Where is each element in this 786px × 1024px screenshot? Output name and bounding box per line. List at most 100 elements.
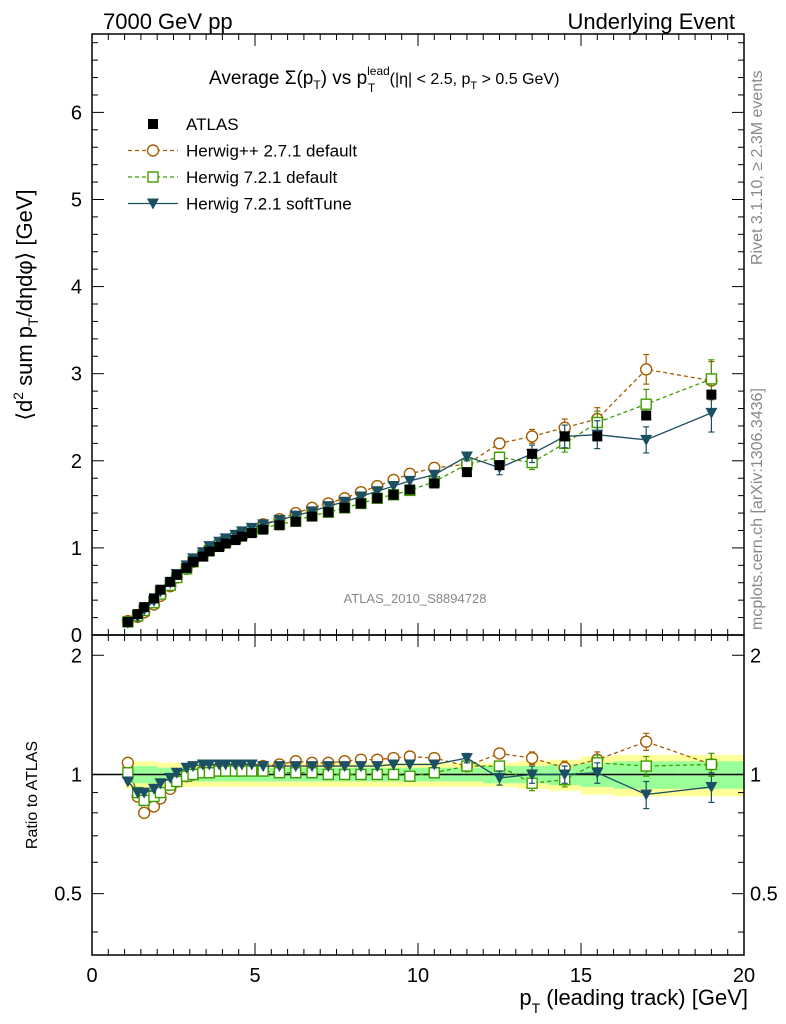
ratio-herwig-7-2-1-softtune-point	[403, 759, 416, 771]
ratio-herwig-7-2-1-softtune-point	[235, 759, 248, 771]
ratio-herwig-7-2-1-softtune-point	[640, 789, 653, 801]
main-ytick-label: 6	[71, 102, 82, 124]
main-atlas-point	[165, 576, 176, 587]
ratio-herwig-7-2-1-default-point	[404, 770, 416, 782]
main-ylabel-sup: 2	[10, 392, 26, 400]
mcplots-label: mcplots.cern.ch [arXiv:1306.3436]	[749, 388, 766, 630]
ratio-ytick-label: 1	[71, 764, 82, 786]
main-atlas-point	[139, 602, 150, 613]
x-tick-label: 0	[86, 965, 97, 987]
ratio-herwig-2-7-1-default-point	[525, 751, 539, 765]
ratio-herwig-7-2-1-softtune-point	[257, 761, 270, 773]
main-atlas-point	[559, 431, 570, 442]
main-atlas-point	[155, 584, 166, 595]
main-herwig-2-7-1-default-point	[493, 437, 506, 450]
ratio-herwig-2-7-1-default-point	[121, 756, 135, 770]
main-atlas-point	[339, 502, 350, 513]
main-herwig-2-7-1-default-point	[525, 430, 539, 443]
main-atlas-point	[527, 448, 538, 459]
main-atlas-point	[236, 531, 247, 542]
main-atlas-point	[246, 528, 257, 539]
analysis-watermark: ATLAS_2010_S8894728	[344, 591, 487, 606]
ratio-ytick-label-right: 0.5	[750, 884, 778, 906]
main-ytick-label: 3	[71, 364, 82, 386]
ratio-herwig-2-7-1-default-point	[493, 747, 506, 760]
main-atlas-point	[122, 616, 133, 627]
ratio-herwig-7-2-1-softtune-point	[526, 769, 539, 781]
ratio-herwig-7-2-1-softtune-point	[558, 769, 571, 781]
main-atlas-point	[132, 609, 143, 620]
main-atlas-point	[388, 489, 399, 500]
main-herwig-7-2-1-softtune-point	[322, 501, 335, 513]
ratio-herwig-7-2-1-softtune-point	[187, 761, 200, 773]
main-atlas-point	[706, 389, 717, 400]
ratio-ytick-label: 0.5	[54, 884, 82, 906]
main-herwig-7-2-1-softtune-point	[460, 451, 473, 463]
ratio-herwig-7-2-1-softtune-point	[289, 761, 302, 773]
ratio-herwig-7-2-1-softtune-point	[493, 772, 506, 784]
main-atlas-point	[307, 511, 318, 522]
legend-herwig-7-2-1-default-marker	[147, 171, 159, 183]
ratio-herwig-7-2-1-softtune-point	[170, 767, 183, 779]
main-atlas-point	[494, 460, 505, 471]
rivet-label: Rivet 3.1.10, ≥ 2.3M events	[749, 70, 766, 265]
title-mid: ) vs p	[321, 68, 367, 89]
main-atlas-point	[429, 478, 440, 489]
main-ylabel-c: /dηdφ⟩ [GeV]	[12, 189, 37, 317]
main-atlas-point	[230, 535, 241, 546]
main-ytick-label: 2	[71, 451, 82, 473]
main-atlas-point	[592, 431, 603, 442]
main-herwig-7-2-1-softtune-point	[705, 407, 718, 419]
ratio-panel: 0 5 10 15 20 0.5 0.5 1 1 2 2	[54, 634, 778, 987]
legend-herwig-7-2-1-softtune-label: Herwig 7.2.1 softTune	[186, 195, 352, 214]
header-right: Underlying Event	[567, 9, 735, 34]
legend-herwig-7-2-1-softtune-marker	[147, 198, 159, 210]
ratio-herwig-7-2-1-softtune-point	[306, 761, 319, 773]
main-atlas-point	[188, 556, 199, 567]
ratio-herwig-7-2-1-softtune-point	[322, 761, 335, 773]
ratio-herwig-7-2-1-default-point	[493, 760, 506, 772]
main-herwig-7-2-1-softtune-point	[403, 475, 416, 487]
main-herwig-7-2-1-softtune-point	[289, 510, 302, 522]
main-atlas-point	[258, 524, 269, 535]
ratio-herwig-7-2-1-softtune-point	[338, 761, 351, 773]
title-sub-t2: T	[368, 81, 376, 95]
xlabel-p: p	[519, 985, 531, 1010]
main-atlas-point	[404, 484, 415, 495]
main-atlas-point	[461, 467, 472, 478]
main-herwig-7-2-1-softtune-point	[371, 486, 384, 498]
ratio-herwig-7-2-1-softtune-point	[154, 778, 167, 790]
main-herwig-7-2-1-softtune-point	[428, 469, 441, 481]
main-panel: 0 1 2 3 4 5 6	[71, 33, 745, 647]
ratio-herwig-7-2-1-softtune-point	[387, 759, 400, 771]
main-atlas-point	[214, 542, 225, 553]
main-herwig-2-7-1-default-point	[640, 363, 653, 376]
ratio-herwig-7-2-1-softtune-point	[354, 761, 367, 773]
main-ytick-label: 4	[71, 277, 82, 299]
x-axis-label: pT (leading track) [GeV]	[519, 985, 748, 1016]
ratio-herwig-7-2-1-softtune-point	[371, 761, 384, 773]
main-atlas-point	[323, 507, 334, 518]
x-tick-label: 20	[733, 965, 755, 987]
legend-herwig-2-7-1-default-label: Herwig++ 2.7.1 default	[186, 142, 357, 161]
ratio-herwig-2-7-1-default-point	[137, 806, 151, 820]
ratio-herwig-2-7-1-default-point	[640, 735, 653, 748]
ratio-herwig-7-2-1-softtune-point	[245, 759, 258, 771]
ratio-herwig-7-2-1-softtune-point	[147, 783, 160, 795]
main-herwig-7-2-1-softtune-point	[338, 496, 351, 508]
main-herwig-7-2-1-default-line	[127, 378, 712, 623]
xlabel-sub: T	[532, 1000, 541, 1016]
main-atlas-point	[641, 410, 652, 421]
main-ylabel-a: ⟨d	[12, 400, 37, 421]
main-herwig-7-2-1-softtune-point	[640, 434, 653, 446]
ratio-ytick-label: 2	[71, 645, 82, 667]
ratio-herwig-7-2-1-softtune-point	[121, 776, 134, 788]
title-sup-lead: lead	[367, 64, 390, 78]
ratio-herwig-7-2-1-softtune-point	[219, 759, 232, 771]
title-sub-t1: T	[313, 78, 321, 92]
ratio-herwig-7-2-1-default-point	[640, 760, 652, 772]
main-atlas-point	[355, 498, 366, 509]
main-atlas-point	[148, 593, 159, 604]
main-atlas-point	[171, 569, 182, 580]
